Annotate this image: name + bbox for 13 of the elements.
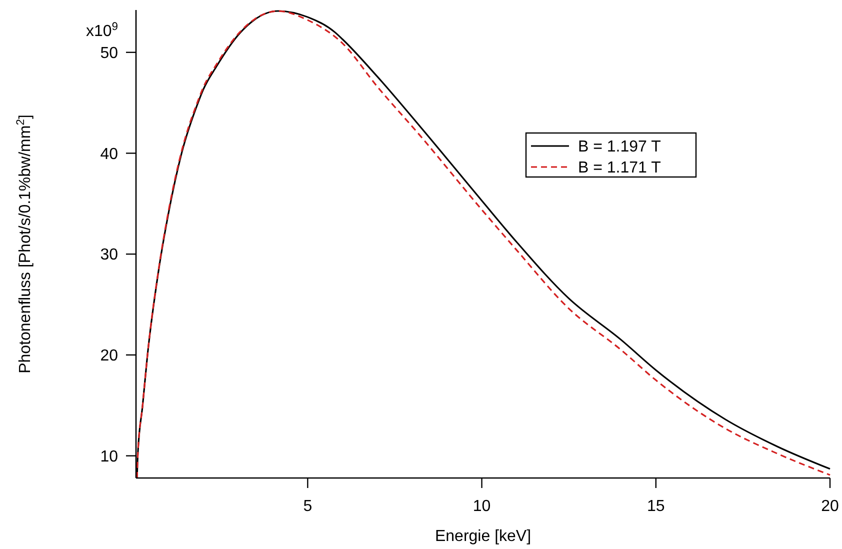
legend-label: B = 1.197 T — [578, 138, 662, 156]
x-tick-label: 10 — [472, 498, 491, 515]
y-tick-label: 10 — [100, 448, 118, 466]
text: x10$^{9}$ — [86, 20, 118, 40]
y-tick-label: 30 — [100, 246, 118, 264]
y-tick-label: 40 — [100, 146, 118, 163]
x-axis-title: Energie [keV] — [434, 528, 532, 545]
x-tick-label: 5 — [303, 498, 312, 515]
y-tick-label: 20 — [100, 348, 118, 365]
y-tick-label: 50 — [100, 44, 118, 62]
legend-label: B = 1.171 T — [578, 160, 662, 177]
x-tick-label: 20 — [821, 498, 839, 515]
x-tick-label: 15 — [646, 498, 665, 515]
